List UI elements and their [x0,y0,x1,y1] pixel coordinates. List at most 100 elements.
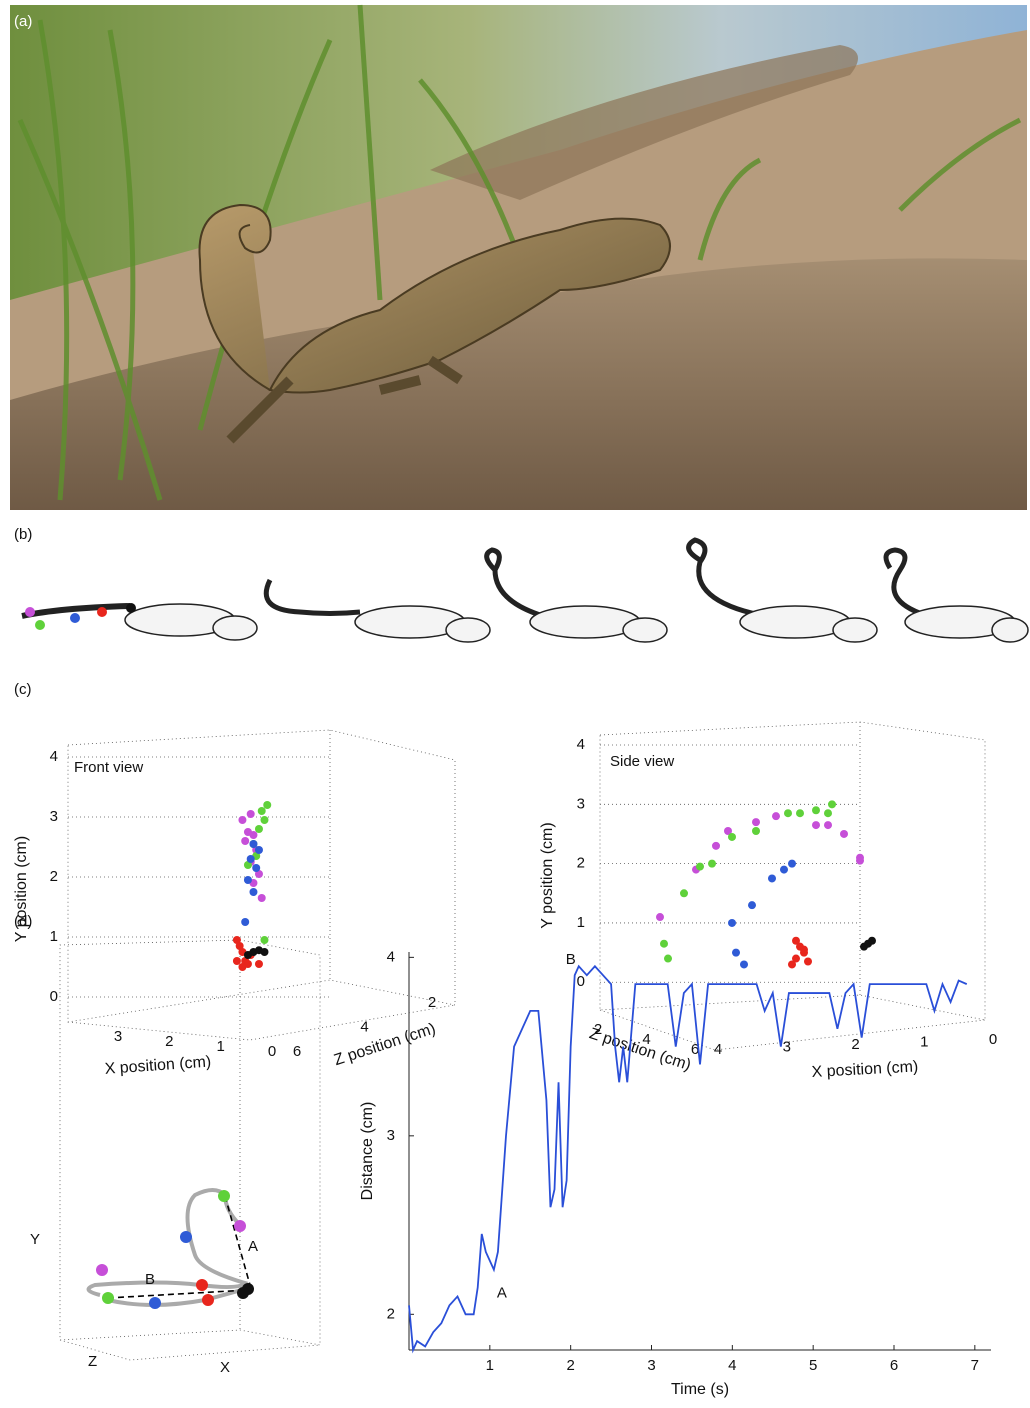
axis-label: Z [88,1353,97,1370]
data-point [752,827,760,836]
y-tick-label: 0 [50,988,58,1005]
x-tick-label: 2 [851,1036,859,1053]
view-title: Side view [610,753,674,770]
data-point [235,942,244,950]
x-tick-label: 3 [647,1357,655,1374]
y-tick-label: 4 [387,948,395,965]
x-tick-label: 7 [971,1357,979,1374]
data-point [788,960,796,969]
data-point [788,859,796,868]
data-point [728,918,736,927]
data-point [249,888,258,896]
x-tick-label: 4 [714,1041,722,1058]
y-tick-label: 2 [50,868,58,885]
x-tick-label: 6 [890,1357,898,1374]
z-tick-label: 6 [691,1041,699,1058]
data-point [752,818,760,827]
data-point [748,901,756,910]
data-point [246,810,255,818]
data-point [792,936,800,945]
panel-label: (b) [14,526,32,543]
data-point [241,918,250,926]
y-tick-label: 4 [50,748,58,765]
data-point [796,809,804,818]
data-point [232,936,241,944]
data-point [246,855,255,863]
z-tick-label: 2 [428,994,436,1011]
data-point [824,821,832,830]
y-tick-label: 2 [387,1305,395,1322]
data-point [780,865,788,874]
x-tick-label: 4 [728,1357,736,1374]
x-tick-label: 1 [920,1033,928,1050]
y-tick-label: 1 [50,928,58,945]
data-point [724,827,732,836]
x-axis-label: Time (s) [671,1381,729,1398]
y-tick-label: 3 [577,795,585,812]
y-tick-label: 2 [577,855,585,872]
data-point [243,876,252,884]
data-point [804,957,812,966]
data-point [257,894,266,902]
data-point [696,862,704,871]
y-axis-label: Y position (cm) [13,836,30,942]
data-point [260,948,269,956]
data-point [238,963,247,971]
annotation: A [497,1285,507,1302]
data-point [252,864,261,872]
data-point [856,856,864,865]
x-tick-label: 0 [268,1043,276,1060]
data-point [728,832,736,841]
data-point [260,816,269,824]
y-axis-label: Y position (cm) [539,822,556,928]
data-point [740,960,748,969]
x-tick-label: 1 [216,1038,224,1055]
data-point [254,960,263,968]
data-point [708,859,716,868]
x-axis-label: X position (cm) [104,1054,212,1078]
photo: (a) [10,4,1027,510]
data-point [664,954,672,963]
x-tick-label: 3 [783,1038,791,1055]
panel-label: (a) [14,13,32,30]
annotation: B [566,951,576,968]
x-tick-label: 1 [486,1357,494,1374]
data-point [249,831,258,839]
x-tick-label: 5 [809,1357,817,1374]
data-point [712,841,720,850]
data-point [800,945,808,954]
data-point [868,936,876,945]
data-point [768,874,776,883]
y-tick-label: 0 [577,973,585,990]
data-point [254,846,263,854]
z-tick-label: 2 [594,1021,602,1038]
panel-label: (d) [14,913,32,930]
data-point [257,807,266,815]
data-point [792,954,800,963]
data-point [238,816,247,824]
data-point [660,939,668,948]
data-point [254,825,263,833]
data-point [680,889,688,898]
y-axis-label: Distance (cm) [359,1102,376,1201]
annotation: B [145,1271,155,1288]
view-title: Front view [74,759,143,776]
data-line [408,964,968,1354]
data-point [241,837,250,845]
annotation: A [248,1238,258,1255]
axis-label: X [220,1359,230,1376]
x-tick-label: 3 [114,1028,122,1045]
x-tick-label: 2 [165,1033,173,1050]
data-point [812,821,820,830]
box-frame [67,721,986,1051]
trajectory-diagram: Y Z X A B [30,939,321,1376]
data-point [249,840,258,848]
data-point [656,913,664,922]
axis-label: Y [30,1231,40,1248]
x-tick-label: 2 [566,1357,574,1374]
data-point [260,936,269,944]
z-tick-label: 4 [642,1031,650,1048]
data-point [828,800,836,809]
data-point [232,957,241,965]
